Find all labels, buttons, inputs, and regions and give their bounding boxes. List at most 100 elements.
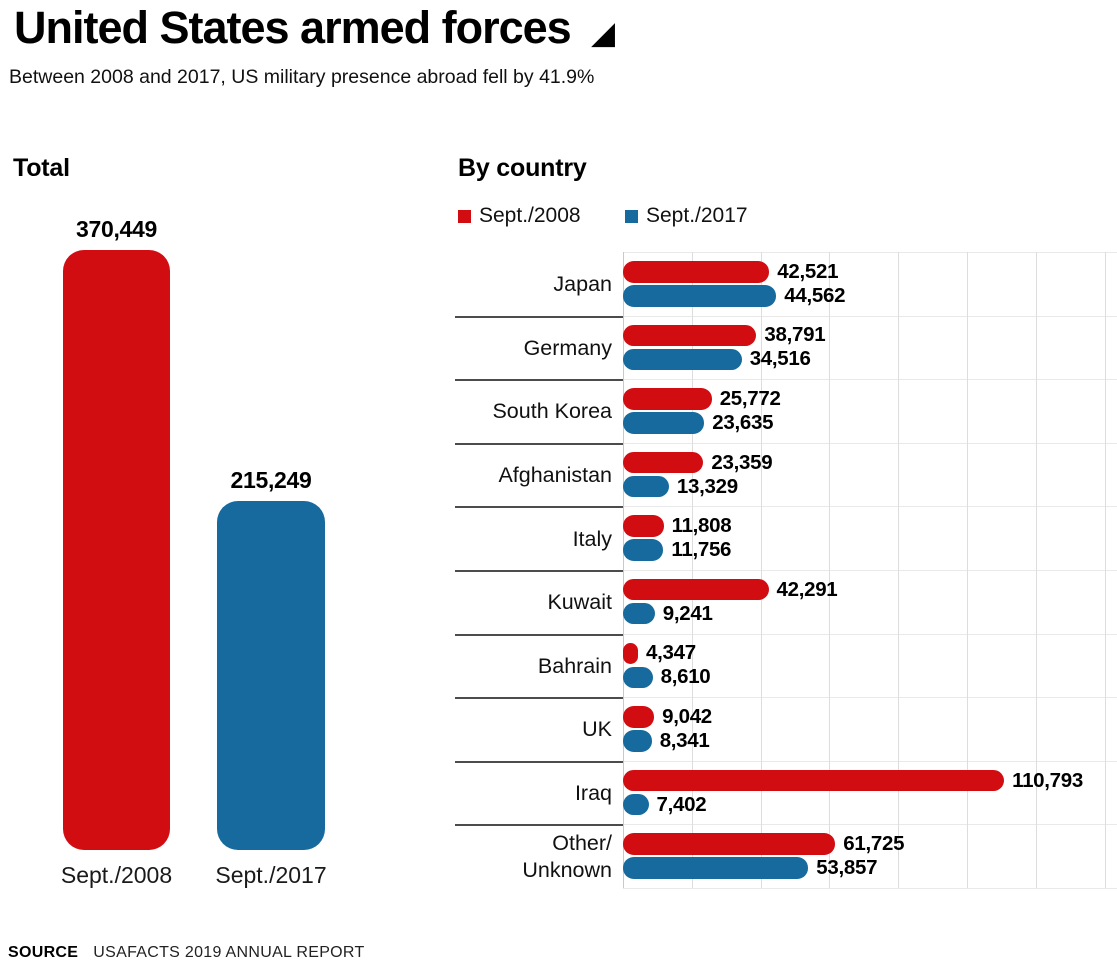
- country-plot: 110,793 7,402: [623, 761, 1117, 825]
- bar-line: 7,402: [623, 792, 707, 816]
- country-label: Bahrain: [455, 633, 623, 698]
- country-plot: 42,291 9,241: [623, 570, 1117, 634]
- source-label: SOURCE: [8, 944, 79, 961]
- country-plot: 11,808 11,756: [623, 506, 1117, 570]
- bar-line: 4,347: [623, 641, 696, 665]
- horizontal-gridline: [623, 888, 1117, 889]
- grid-overlay: [623, 252, 1117, 889]
- page-title-text: United States armed forces: [14, 2, 572, 53]
- country-label: Afghanistan: [455, 442, 623, 507]
- horizontal-gridline: [623, 252, 1117, 253]
- value-label: 110,793: [1012, 768, 1083, 792]
- value-label: 11,808: [671, 514, 732, 538]
- value-label: 11,756: [671, 538, 732, 562]
- value-label: 9,042: [662, 704, 712, 728]
- bar-2017: [623, 730, 652, 752]
- country-row: Afghanistan 23,359 13,329: [455, 442, 1117, 507]
- bar-line: 38,791: [623, 323, 826, 347]
- by-country-heading: By country: [458, 154, 587, 182]
- value-label: 23,359: [711, 450, 773, 474]
- bar-line: 11,808: [623, 514, 732, 538]
- bar-2008: [623, 324, 757, 347]
- vertical-gridline: [1104, 252, 1106, 888]
- bar-line: 34,516: [623, 347, 811, 371]
- bar-line: 53,857: [623, 856, 878, 880]
- country-row: Other/ Unknown 61,725 53,857: [455, 824, 1117, 888]
- bar-2017: [623, 412, 705, 434]
- country-plot: 42,521 44,562: [623, 252, 1117, 316]
- value-label: 7,402: [656, 792, 707, 816]
- country-label: Kuwait: [455, 569, 623, 634]
- legend-item-2008: Sept./2008: [458, 204, 581, 228]
- triangle-icon: ◢: [592, 18, 615, 50]
- country-label: South Korea: [455, 379, 623, 443]
- legend-label-2017: Sept./2017: [646, 204, 748, 227]
- total-value-label: 370,449: [75, 216, 158, 242]
- country-row: Germany 38,791 34,516: [455, 315, 1117, 380]
- value-label: 13,329: [676, 474, 738, 498]
- by-country-chart: By country Sept./2008 Sept./2017 Japan 42…: [455, 150, 1117, 950]
- value-label: 8,341: [659, 728, 710, 752]
- bar-2017: [623, 857, 809, 879]
- bar-2017: [623, 602, 655, 625]
- value-label: 53,857: [816, 856, 878, 880]
- bar-line: 9,042: [623, 704, 712, 728]
- horizontal-gridline: [623, 506, 1117, 508]
- value-label: 38,791: [764, 323, 826, 347]
- bar-2008: [623, 833, 836, 855]
- bar-2008: [623, 261, 770, 283]
- bar-2017: [623, 285, 777, 307]
- value-label: 42,521: [777, 259, 839, 283]
- country-plot: 23,359 13,329: [623, 443, 1117, 507]
- total-bar-2017: [217, 501, 325, 850]
- horizontal-gridline: [623, 315, 1117, 317]
- country-row: Bahrain 4,347 8,610: [455, 633, 1117, 698]
- bar-line: 23,359: [623, 450, 773, 474]
- country-label: Germany: [455, 315, 623, 380]
- country-plot: 61,725 53,857: [623, 824, 1117, 888]
- country-label: UK: [455, 697, 623, 761]
- value-label: 23,635: [712, 410, 774, 434]
- value-label: 42,291: [776, 577, 838, 601]
- horizontal-gridline: [623, 824, 1117, 826]
- page-title: United States armed forces ◢: [14, 2, 615, 54]
- bar-line: 9,241: [623, 601, 713, 625]
- bar-line: 8,610: [623, 665, 711, 688]
- country-row: Iraq 110,793 7,402: [455, 760, 1117, 825]
- vertical-gridline: [898, 252, 900, 888]
- legend-swatch-2017-icon: [625, 209, 638, 223]
- bar-line: 42,291: [623, 577, 838, 601]
- country-row: South Korea 25,772 23,635: [455, 379, 1117, 443]
- value-label: 61,725: [843, 832, 905, 856]
- value-label: 34,516: [749, 347, 811, 371]
- bar-2008: [623, 515, 664, 537]
- country-label: Iraq: [455, 760, 623, 825]
- source: SOURCE USAFACTS 2019 ANNUAL REPORT: [8, 944, 365, 962]
- legend-item-2017: Sept./2017: [625, 204, 748, 228]
- value-label: 9,241: [662, 601, 713, 625]
- country-row: Kuwait 42,291 9,241: [455, 569, 1117, 634]
- country-label: Other/ Unknown: [455, 824, 623, 888]
- horizontal-gridline: [623, 570, 1117, 571]
- bar-line: 11,756: [623, 538, 732, 562]
- source-text: USAFACTS 2019 ANNUAL REPORT: [93, 944, 365, 961]
- country-label: Japan: [553, 272, 612, 297]
- legend-swatch-2008-icon: [458, 209, 471, 223]
- horizontal-gridline: [623, 442, 1117, 444]
- by-country-plot-area: Japan 42,521 44,562 Germany 38,791 34,516 Sout…: [455, 252, 1117, 889]
- total-axis-label: Sept./2017: [215, 862, 327, 888]
- bar-line: 110,793: [623, 768, 1083, 792]
- value-label: 4,347: [646, 641, 696, 665]
- value-label: 25,772: [719, 386, 781, 410]
- bar-2008: [623, 451, 704, 474]
- axis-zero-line: [623, 252, 624, 888]
- vertical-gridline: [691, 252, 693, 888]
- vertical-gridline: [760, 252, 762, 888]
- bar-line: 25,772: [623, 386, 781, 410]
- legend-label-2008: Sept./2008: [479, 204, 581, 227]
- horizontal-gridline: [623, 633, 1117, 635]
- vertical-gridline: [829, 252, 831, 888]
- total-bar-2008: [63, 250, 170, 850]
- country-row: UK 9,042 8,341: [455, 697, 1117, 761]
